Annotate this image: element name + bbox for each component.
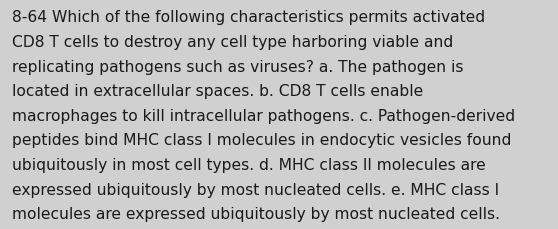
Text: 8-64 Which of the following characteristics permits activated: 8-64 Which of the following characterist…: [12, 10, 485, 25]
Text: CD8 T cells to destroy any cell type harboring viable and: CD8 T cells to destroy any cell type har…: [12, 35, 454, 50]
Text: expressed ubiquitously by most nucleated cells. e. MHC class I: expressed ubiquitously by most nucleated…: [12, 182, 499, 197]
Text: molecules are expressed ubiquitously by most nucleated cells.: molecules are expressed ubiquitously by …: [12, 206, 501, 221]
Text: macrophages to kill intracellular pathogens. c. Pathogen-derived: macrophages to kill intracellular pathog…: [12, 108, 516, 123]
Text: replicating pathogens such as viruses? a. The pathogen is: replicating pathogens such as viruses? a…: [12, 59, 464, 74]
Text: peptides bind MHC class I molecules in endocytic vesicles found: peptides bind MHC class I molecules in e…: [12, 133, 512, 148]
Text: located in extracellular spaces. b. CD8 T cells enable: located in extracellular spaces. b. CD8 …: [12, 84, 424, 99]
Text: ubiquitously in most cell types. d. MHC class II molecules are: ubiquitously in most cell types. d. MHC …: [12, 157, 486, 172]
